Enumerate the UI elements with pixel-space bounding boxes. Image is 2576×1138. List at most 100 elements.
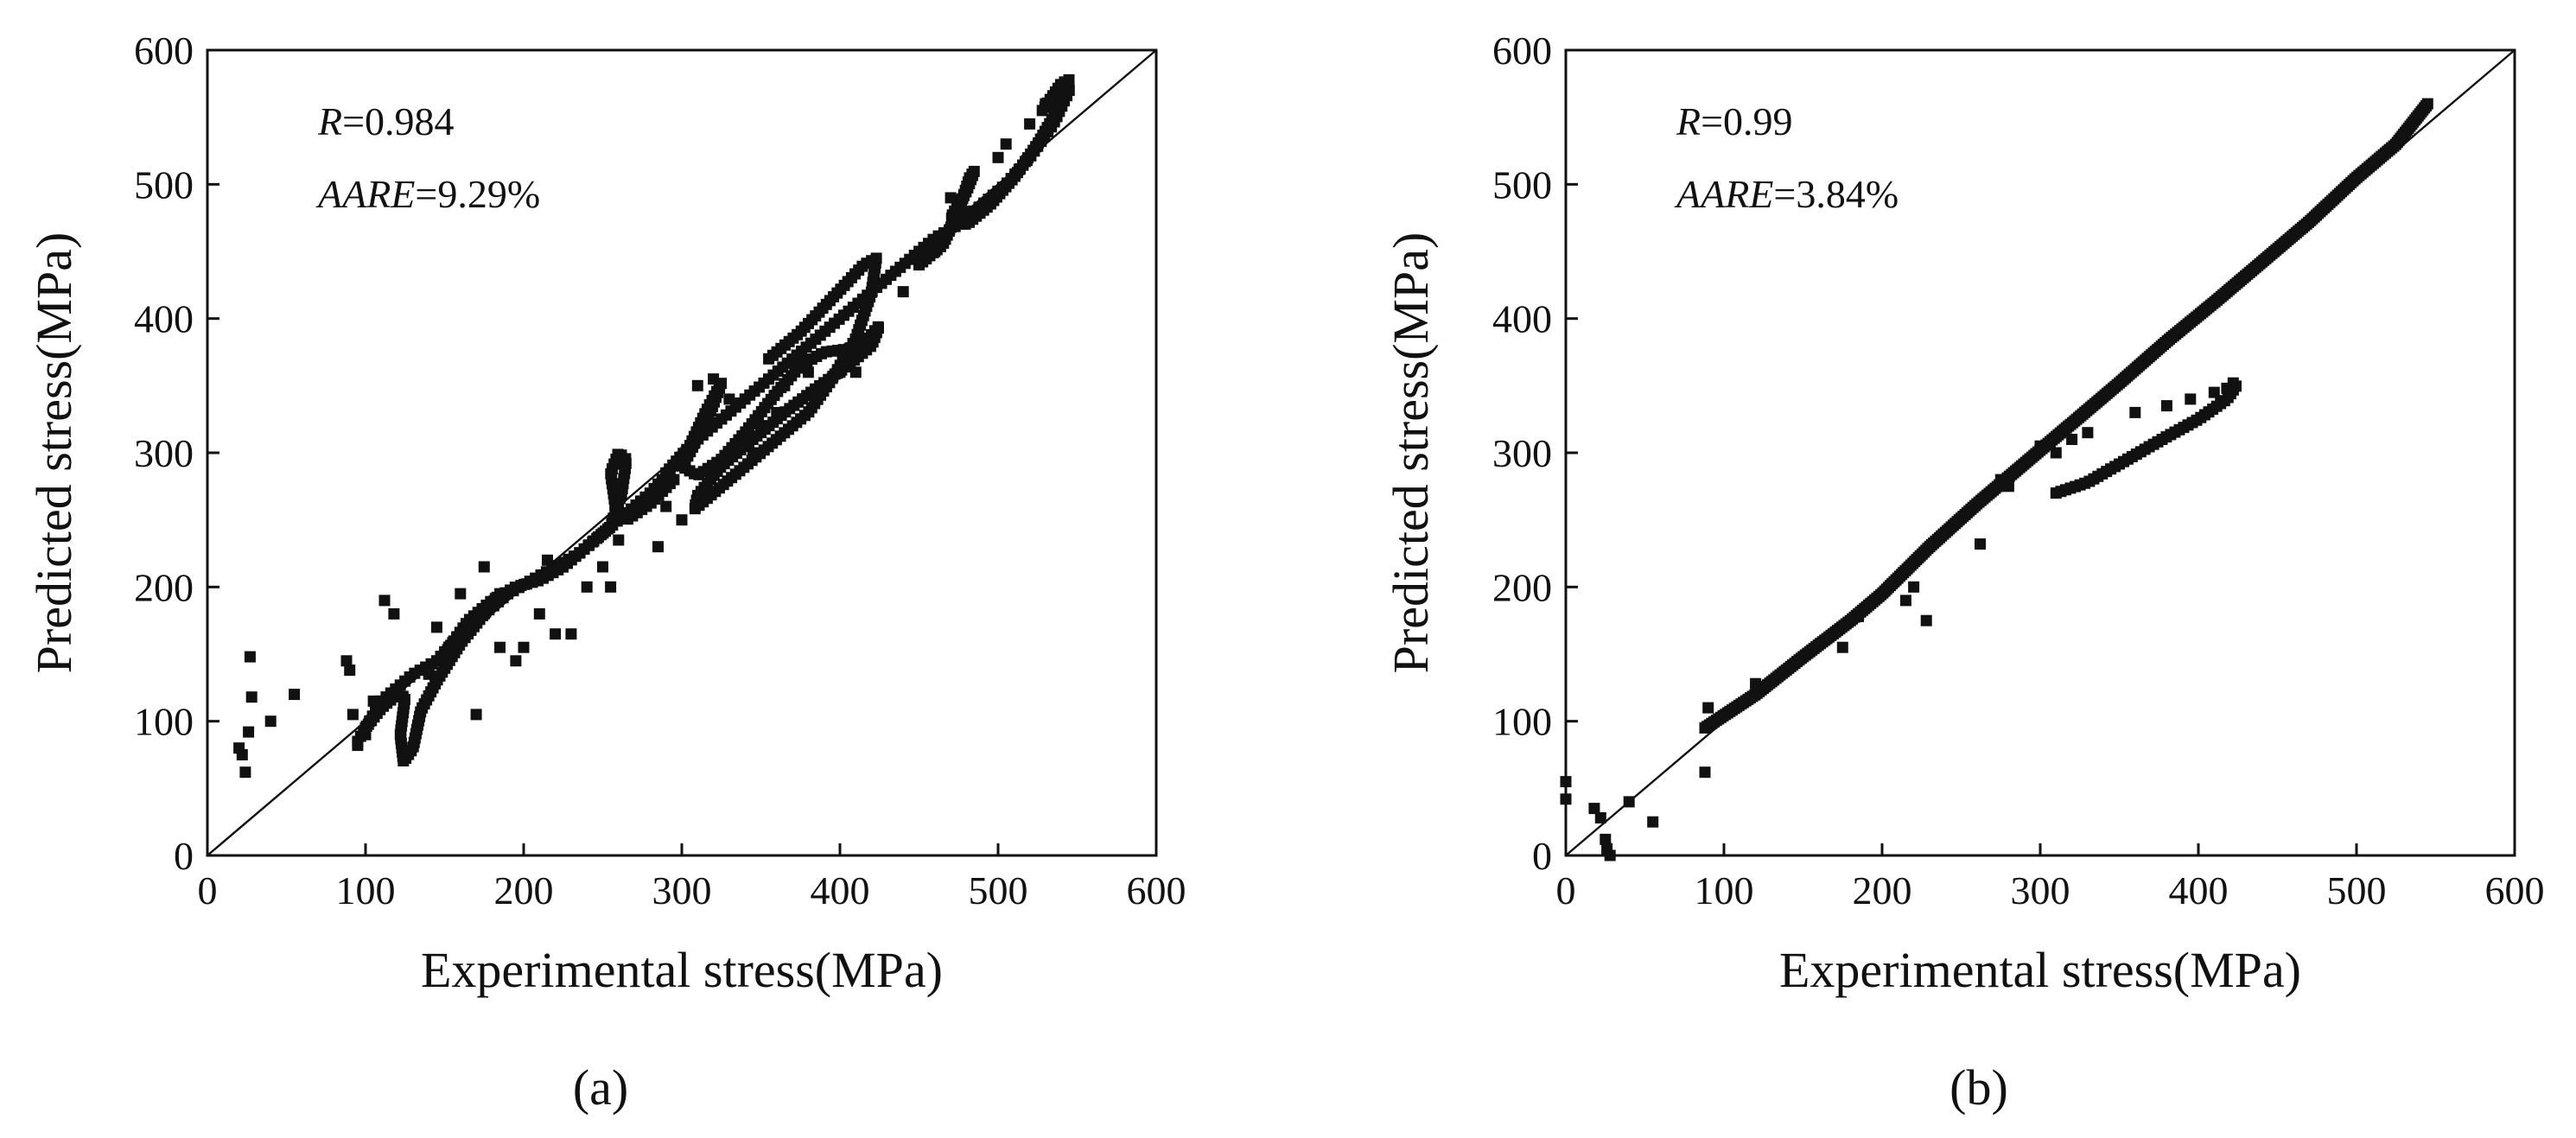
panel-a-data-point (779, 379, 791, 391)
panel-a-data-point (340, 655, 353, 667)
panel-b-data-point (1750, 677, 1762, 690)
panel-a-data-point (478, 561, 490, 573)
panel-b-marks (1560, 98, 2433, 861)
panel-a-y-tick-label: 400 (134, 297, 194, 341)
panel-a-data-point (945, 192, 957, 204)
panel-a-x-axis-title: Experimental stress(MPa) (421, 942, 943, 998)
panel-a-aare-stat: AARE=9.29% (315, 172, 540, 216)
panel-b-data-point (2050, 447, 2062, 459)
panel-a-data-point (913, 259, 925, 270)
panel-b-y-tick-label: 100 (1492, 700, 1552, 744)
panel-a-x-tick-label: 300 (652, 868, 712, 912)
panel-b-data-point (1908, 581, 1920, 593)
panel-a-y-tick-label: 200 (134, 565, 194, 609)
panel-a-data-point (597, 561, 608, 573)
panel-a-data-point (494, 641, 506, 653)
panel-b-aare-value: =3.84% (1773, 172, 1899, 216)
panel-a-data-point (652, 541, 664, 553)
panel-b-x-axis-title: Experimental stress(MPa) (1779, 942, 2301, 998)
panel-a-data-point (378, 594, 391, 607)
panel-a-r-label: R (317, 99, 342, 143)
panel-a-data-point (581, 581, 593, 593)
panel-a-y-tick-label: 100 (134, 700, 194, 744)
panel-b-data-point (2066, 434, 2078, 445)
panel-b-y-tick-label: 0 (1532, 834, 1552, 878)
panel-b-x-tick-label: 300 (2011, 868, 2070, 912)
panel-b-data-point (1899, 594, 1911, 607)
panel-a-y-tick-label: 600 (134, 29, 194, 73)
panel-a-data-point (771, 406, 783, 418)
panel-b-data-point (1588, 803, 1600, 815)
panel-a-data-point (1024, 118, 1036, 130)
panel-a-data-point (518, 641, 530, 653)
panel-a-x-tick-label: 0 (198, 868, 218, 912)
panel-a-data-point (550, 628, 562, 640)
panel-b-data-point (2221, 382, 2233, 394)
panel-a-aare-label: AARE (315, 172, 415, 216)
panel-a: 0 100 200 300 400 500 600 0 100 200 300 400 500 600 R… (26, 29, 1186, 1116)
panel-a-data-point (510, 655, 522, 667)
panel-a-data-point (236, 749, 248, 760)
panel-a-data-point (289, 689, 301, 701)
panel-a-data-point (359, 728, 372, 741)
panel-a-axis-ticks: 0 100 200 300 400 500 600 0 100 200 300 400 500 600 (134, 29, 1186, 912)
panel-b-data-point (2421, 98, 2433, 110)
panel-a-data-point (605, 581, 617, 593)
panel-a-data-point (430, 621, 442, 633)
panel-b-data-point (1920, 614, 1932, 626)
panel-a-x-tick-label: 400 (811, 868, 870, 912)
panel-a-data-point (347, 709, 359, 721)
panel-a-data-point (243, 726, 255, 738)
panel-b-data-point (1836, 641, 1848, 653)
panel-b-x-tick-label: 400 (2169, 868, 2229, 912)
panel-b-data-point (1699, 766, 1711, 779)
panel-a-y-tick-label: 0 (174, 834, 194, 878)
panel-a-data-point (929, 245, 941, 257)
panel-a-data-point (239, 766, 251, 779)
panel-a-r-stat: R=0.984 (317, 99, 455, 143)
panel-b-y-axis-title: Predicted stress(MPa) (1383, 232, 1439, 674)
panel-a-data-point (849, 366, 862, 378)
panel-a-data-point (244, 651, 256, 663)
panel-a-data-point (660, 500, 672, 512)
panel-b-y-tick-label: 200 (1492, 565, 1552, 609)
panel-a-data-point (352, 740, 364, 752)
panel-a-y-axis-title: Predicted stress(MPa) (26, 232, 82, 674)
panel-a-data-point (676, 514, 688, 526)
panel-b-data-point (2160, 400, 2172, 412)
panel-b-y-tick-label: 300 (1492, 431, 1552, 475)
panel-a-x-tick-label: 200 (494, 868, 554, 912)
panel-b-data-point (2208, 386, 2220, 398)
panel-a-data-point (245, 691, 258, 703)
panel-b-r-stat: R=0.99 (1676, 99, 1793, 143)
panel-a-data-point (613, 534, 625, 546)
panel-a-x-tick-label: 500 (969, 868, 1028, 912)
panel-a-y-tick-label: 500 (134, 162, 194, 207)
panel-b-y-tick-label: 400 (1492, 297, 1552, 341)
panel-b: 0 100 200 300 400 500 600 0 100 200 300 400 500 600 R… (1383, 29, 2545, 1116)
panel-b-x-tick-label: 600 (2485, 868, 2545, 912)
panel-a-data-point (1000, 138, 1012, 150)
panel-a-data-point (455, 588, 467, 600)
panel-a-data-point (264, 715, 277, 728)
panel-a-x-tick-label: 100 (336, 868, 396, 912)
panel-a-reference-line (207, 49, 1157, 856)
panel-a-r-value: =0.984 (342, 99, 454, 143)
panel-a-data-point (542, 554, 553, 566)
panel-b-data-point (1702, 702, 1714, 714)
panel-b-x-tick-label: 200 (1853, 868, 1912, 912)
panel-a-y-tick-label: 300 (134, 431, 194, 475)
panel-a-data-point (992, 151, 1004, 163)
panel-b-data-point (1600, 833, 1612, 845)
panel-a-data-point (755, 420, 766, 432)
panel-b-aare-stat: AARE=3.84% (1674, 172, 1899, 216)
panel-b-data-point (1853, 611, 1865, 622)
panel-a-data-point (565, 628, 577, 640)
panel-b-data-point (2034, 440, 2046, 452)
panel-a-data-point (747, 447, 759, 459)
panel-b-data-point (1975, 538, 1986, 550)
panel-a-data-point (691, 379, 703, 391)
panel-b-data-point (2185, 393, 2197, 405)
panel-a-data-point (388, 607, 400, 620)
